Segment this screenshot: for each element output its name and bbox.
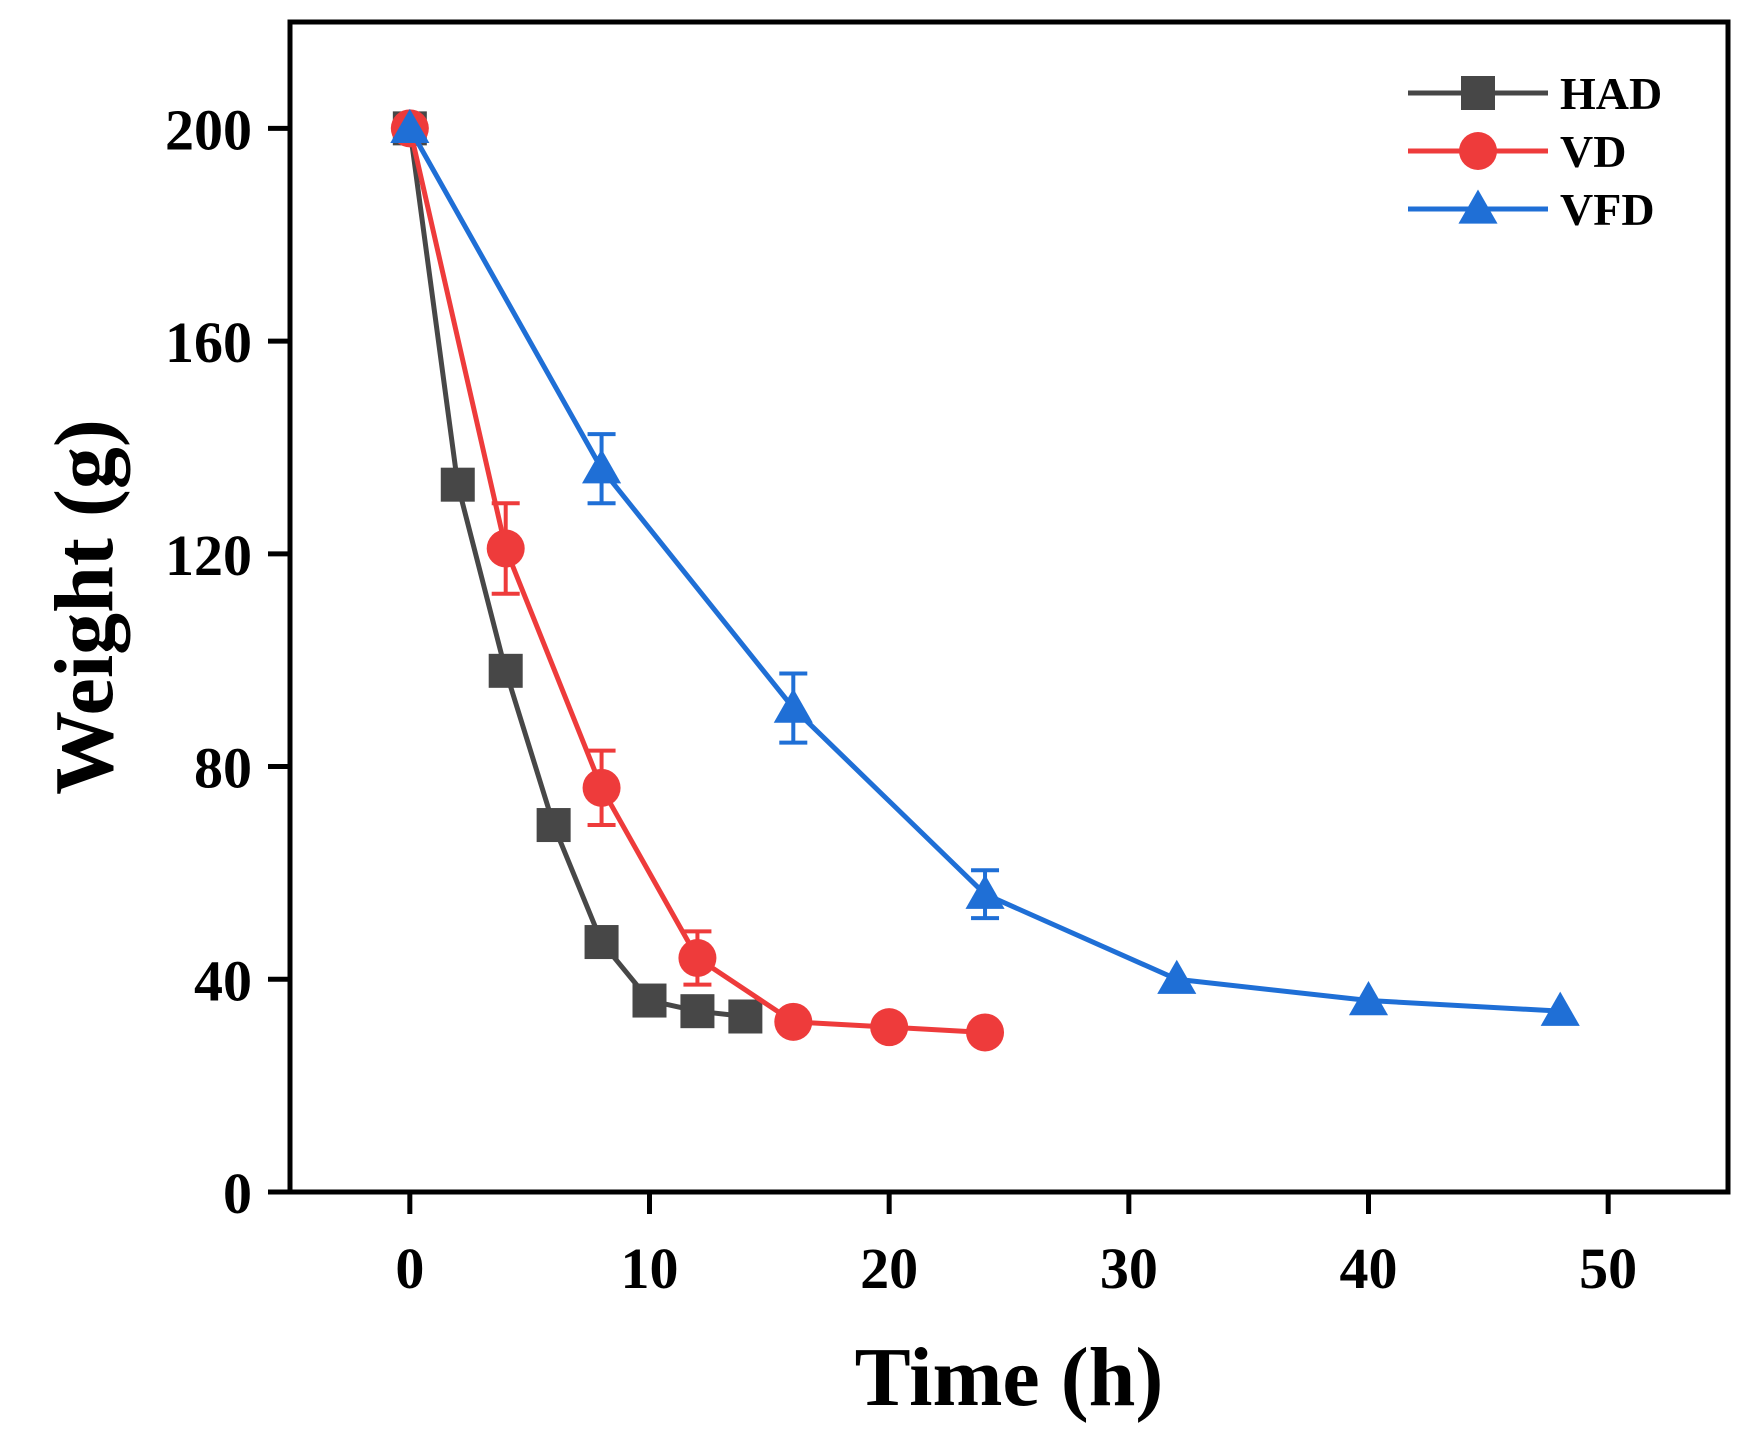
legend-label-had: HAD: [1560, 68, 1662, 119]
y-tick-label: 80: [194, 736, 252, 801]
plot-frame: [287, 19, 1731, 1195]
data-point-vfd: [1157, 959, 1197, 994]
legend-item-vd: VD: [1408, 126, 1626, 177]
y-tick-label: 160: [165, 310, 252, 375]
y-tick-label: 0: [223, 1161, 252, 1226]
x-tick-label: 30: [1100, 1236, 1158, 1301]
legend-marker-vd: [1459, 132, 1497, 170]
x-tick-label: 10: [621, 1236, 679, 1301]
y-tick-label: 40: [194, 948, 252, 1013]
data-point-vd: [678, 939, 717, 977]
x-tick-label: 0: [395, 1236, 424, 1301]
legend-label-vfd: VFD: [1560, 184, 1655, 235]
y-axis-title: Weight (g): [38, 419, 131, 795]
data-point-had: [584, 925, 619, 960]
x-tick-label: 50: [1579, 1236, 1637, 1301]
legend-item-vfd: VFD: [1408, 184, 1655, 235]
series-vfd: [390, 108, 1580, 1026]
x-axis-title: Time (h): [855, 1331, 1164, 1424]
legend-item-had: HAD: [1408, 68, 1662, 119]
series-line-vd: [407, 127, 986, 1035]
legend-marker-had: [1461, 76, 1495, 110]
data-point-had: [632, 983, 667, 1018]
data-point-vd: [486, 529, 525, 568]
data-point-vfd: [390, 108, 430, 144]
data-point-had: [440, 467, 475, 502]
data-point-vfd: [965, 874, 1005, 909]
data-point-had: [536, 808, 571, 843]
series-line-had: [407, 128, 746, 1019]
series-had: [392, 111, 763, 1034]
legend-marker-vfd: [1458, 189, 1498, 224]
data-point-vfd: [1348, 980, 1389, 1016]
x-tick-label: 20: [860, 1236, 918, 1301]
x-tick-label: 40: [1340, 1236, 1398, 1301]
y-tick-label: 200: [165, 97, 252, 162]
data-point-had: [728, 999, 763, 1034]
legend-label-vd: VD: [1560, 126, 1626, 177]
series-vd: [390, 109, 1005, 1052]
data-point-had: [680, 994, 715, 1029]
data-point-vd: [870, 1008, 909, 1047]
data-point-vd: [582, 768, 621, 807]
data-point-vfd: [773, 688, 813, 723]
y-tick-label: 120: [165, 523, 252, 588]
data-point-had: [488, 653, 523, 688]
data-point-vd: [774, 1002, 813, 1041]
data-point-vfd: [1540, 991, 1580, 1026]
data-point-vd: [966, 1013, 1005, 1052]
data-point-vfd: [582, 449, 622, 484]
